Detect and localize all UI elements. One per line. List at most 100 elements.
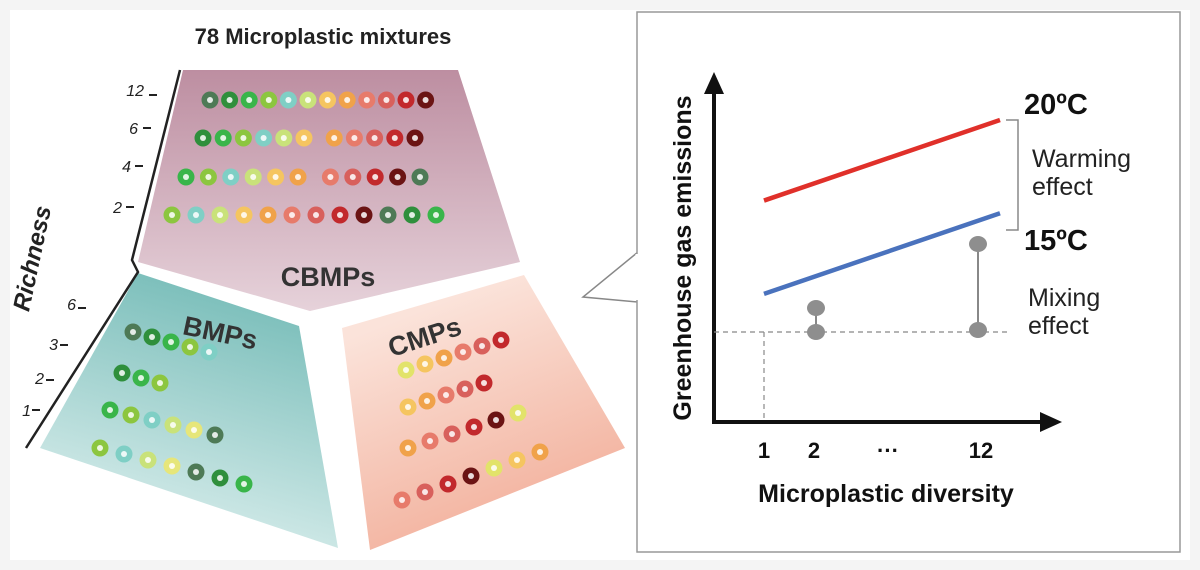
richness-ticks-upper bbox=[126, 94, 157, 208]
bmps-bead-highlight bbox=[170, 422, 176, 428]
bmps-bead-highlight bbox=[217, 475, 223, 481]
richness-ticks-lower bbox=[32, 307, 86, 411]
cmps-bead-highlight bbox=[479, 343, 485, 349]
marker-2-base bbox=[807, 324, 825, 340]
cbmps-panel bbox=[138, 70, 520, 311]
cbmps-bead-highlight bbox=[363, 97, 370, 103]
cmps-bead-highlight bbox=[427, 438, 433, 444]
bmps-bead-highlight bbox=[187, 344, 193, 350]
cbmps-bead-highlight bbox=[295, 174, 301, 180]
series-20c-label: 20ºC bbox=[1024, 89, 1088, 121]
cmps-bead-highlight bbox=[399, 497, 405, 503]
cbmps-bead-highlight bbox=[301, 135, 307, 141]
cmps-bead-highlight bbox=[405, 404, 411, 410]
y-axis-arrow-icon bbox=[704, 72, 724, 94]
series-line-20c bbox=[763, 117, 1001, 203]
marker-12-base bbox=[969, 322, 987, 338]
cmps-bead-highlight bbox=[515, 410, 521, 416]
cbmps-bead-highlight bbox=[265, 212, 271, 218]
bmps-bead-highlight bbox=[206, 349, 212, 355]
cbmps-bead-highlight bbox=[193, 212, 199, 218]
series-line-15c bbox=[763, 211, 1001, 296]
cbmps-label: CBMPs bbox=[281, 262, 376, 292]
bmps-bead-highlight bbox=[193, 469, 199, 475]
x-tick-12: 12 bbox=[969, 438, 993, 463]
cbmps-bead-highlight bbox=[200, 135, 206, 141]
bmps-bead-highlight bbox=[241, 481, 247, 487]
marker-2-top bbox=[807, 300, 825, 316]
cbmps-bead-highlight bbox=[240, 135, 247, 141]
cbmps-bead-highlight bbox=[260, 135, 267, 141]
series-15c-label: 15ºC bbox=[1024, 225, 1088, 257]
bmps-bead-highlight bbox=[121, 451, 127, 457]
bead-layer bbox=[91, 91, 549, 509]
tick-lower-1: 1 bbox=[22, 403, 31, 420]
cbmps-bead-highlight bbox=[349, 174, 356, 180]
bmps-bead-highlight bbox=[128, 412, 134, 418]
callout-pointer bbox=[581, 251, 639, 303]
cmps-bead-highlight bbox=[493, 417, 499, 423]
warming-effect-line1: Warming bbox=[1032, 145, 1131, 173]
cbmps-bead-highlight bbox=[324, 97, 331, 103]
cmps-bead-highlight bbox=[514, 457, 520, 463]
cbmps-bead-highlight bbox=[409, 212, 415, 218]
cbmps-bead-highlight bbox=[361, 212, 367, 218]
warming-effect-line2: effect bbox=[1032, 173, 1093, 201]
cmps-bead-highlight bbox=[424, 398, 430, 404]
cmps-bead-highlight bbox=[422, 489, 428, 495]
bmps-bead-highlight bbox=[168, 339, 174, 345]
cmps-bead-highlight bbox=[462, 386, 468, 392]
cbmps-bead-highlight bbox=[241, 212, 247, 218]
richness-axis bbox=[24, 69, 182, 449]
cbmps-bead-highlight bbox=[289, 212, 295, 218]
cmps-bead-highlight bbox=[422, 361, 428, 367]
bmps-panel bbox=[40, 273, 338, 548]
cbmps-bead-highlight bbox=[205, 174, 212, 180]
cbmps-bead-highlight bbox=[183, 174, 189, 180]
cbmps-bead-highlight bbox=[285, 97, 292, 103]
x-tick-ellipsis: ··· bbox=[877, 438, 899, 463]
cmps-bead-highlight bbox=[471, 424, 477, 430]
richness-axis-label: Richness bbox=[10, 203, 57, 313]
cmps-bead-highlight bbox=[441, 355, 447, 361]
cbmps-bead-highlight bbox=[272, 174, 279, 180]
cbmps-bead-highlight bbox=[433, 212, 439, 218]
x-axis-label: Microplastic diversity bbox=[758, 480, 1014, 508]
cmps-bead-highlight bbox=[498, 337, 504, 343]
cmps-bead-highlight bbox=[403, 367, 409, 373]
bmps-bead-highlight bbox=[97, 445, 103, 451]
mixing-markers bbox=[807, 236, 987, 340]
figure-title: 78 Microplastic mixtures bbox=[195, 24, 452, 49]
cmps-panel bbox=[342, 275, 625, 550]
tick-upper-2: 2 bbox=[112, 200, 122, 217]
x-tick-1: 1 bbox=[758, 438, 770, 463]
cmps-bead-highlight bbox=[537, 449, 543, 455]
cmps-bead-highlight bbox=[449, 431, 455, 437]
cbmps-bead-highlight bbox=[227, 174, 234, 180]
cmps-bead-highlight bbox=[405, 445, 411, 451]
cmps-bead-highlight bbox=[468, 473, 474, 479]
cbmps-bead-highlight bbox=[422, 97, 429, 103]
cbmps-bead-highlight bbox=[220, 135, 227, 141]
bmps-bead-highlight bbox=[157, 380, 163, 386]
cbmps-bead-highlight bbox=[383, 97, 390, 103]
figure-canvas: 78 Microplastic mixtures CBMPs BMPs CMPs… bbox=[10, 10, 1190, 560]
cbmps-bead-highlight bbox=[169, 212, 175, 218]
cbmps-bead-highlight bbox=[417, 174, 423, 180]
cbmps-bead-highlight bbox=[337, 212, 343, 218]
bmps-bead-highlight bbox=[119, 370, 125, 376]
x-tick-2: 2 bbox=[808, 438, 820, 463]
mixing-effect-line1: Mixing bbox=[1028, 284, 1100, 312]
cbmps-bead-highlight bbox=[246, 97, 253, 103]
bmps-bead-highlight bbox=[149, 417, 155, 423]
mixing-effect-line2: effect bbox=[1028, 312, 1089, 340]
bmps-bead-highlight bbox=[138, 375, 144, 381]
cbmps-bead-highlight bbox=[305, 97, 311, 103]
cmps-bead-highlight bbox=[445, 481, 451, 487]
cbmps-bead-highlight bbox=[217, 212, 223, 218]
cbmps-bead-highlight bbox=[265, 97, 272, 103]
cbmps-bead-highlight bbox=[226, 97, 233, 103]
cbmps-bead-highlight bbox=[371, 135, 378, 141]
tick-upper-4: 4 bbox=[122, 159, 131, 176]
cmps-bead-highlight bbox=[460, 349, 466, 355]
